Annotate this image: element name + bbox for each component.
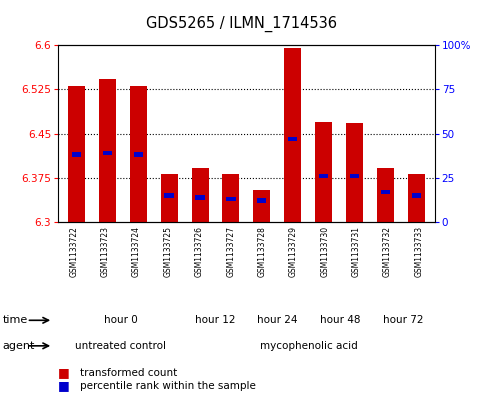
Text: hour 72: hour 72: [383, 315, 424, 325]
Text: hour 12: hour 12: [195, 315, 235, 325]
Text: GSM1133726: GSM1133726: [195, 226, 204, 277]
Text: GSM1133732: GSM1133732: [383, 226, 392, 277]
Text: hour 0: hour 0: [104, 315, 138, 325]
Bar: [253, 190, 270, 222]
Text: GDS5265 / ILMN_1714536: GDS5265 / ILMN_1714536: [146, 16, 337, 32]
Bar: [164, 193, 174, 198]
Bar: [222, 174, 240, 222]
Text: mycophenolic acid: mycophenolic acid: [260, 341, 358, 351]
Text: ■: ■: [58, 366, 70, 379]
Bar: [346, 123, 363, 222]
Text: GSM1133727: GSM1133727: [226, 226, 235, 277]
Text: untreated control: untreated control: [75, 341, 166, 351]
Bar: [377, 168, 394, 222]
Text: GSM1133729: GSM1133729: [289, 226, 298, 277]
Text: hour 24: hour 24: [257, 315, 298, 325]
Text: GSM1133728: GSM1133728: [257, 226, 267, 277]
Text: time: time: [2, 315, 28, 325]
Bar: [315, 122, 332, 222]
Text: GSM1133724: GSM1133724: [132, 226, 141, 277]
Text: agent: agent: [2, 341, 35, 351]
Bar: [319, 174, 328, 178]
Bar: [130, 86, 147, 222]
Text: transformed count: transformed count: [80, 367, 177, 378]
Text: GSM1133731: GSM1133731: [352, 226, 361, 277]
Bar: [103, 151, 112, 155]
Bar: [226, 196, 236, 201]
Text: percentile rank within the sample: percentile rank within the sample: [80, 381, 256, 391]
Bar: [68, 86, 85, 222]
Bar: [381, 189, 390, 194]
Text: ■: ■: [58, 379, 70, 393]
Bar: [99, 79, 116, 222]
Text: GSM1133730: GSM1133730: [320, 226, 329, 277]
Bar: [134, 152, 143, 157]
Text: hour 48: hour 48: [320, 315, 361, 325]
Bar: [195, 195, 205, 200]
Bar: [408, 174, 425, 222]
Bar: [412, 193, 421, 198]
Bar: [288, 136, 298, 141]
Text: GSM1133733: GSM1133733: [414, 226, 424, 277]
Bar: [257, 198, 267, 203]
Bar: [192, 168, 209, 222]
Bar: [72, 152, 81, 157]
Bar: [284, 48, 301, 222]
Text: GSM1133725: GSM1133725: [163, 226, 172, 277]
Text: GSM1133722: GSM1133722: [69, 226, 78, 277]
Bar: [350, 174, 359, 178]
Bar: [161, 174, 178, 222]
Text: GSM1133723: GSM1133723: [100, 226, 110, 277]
